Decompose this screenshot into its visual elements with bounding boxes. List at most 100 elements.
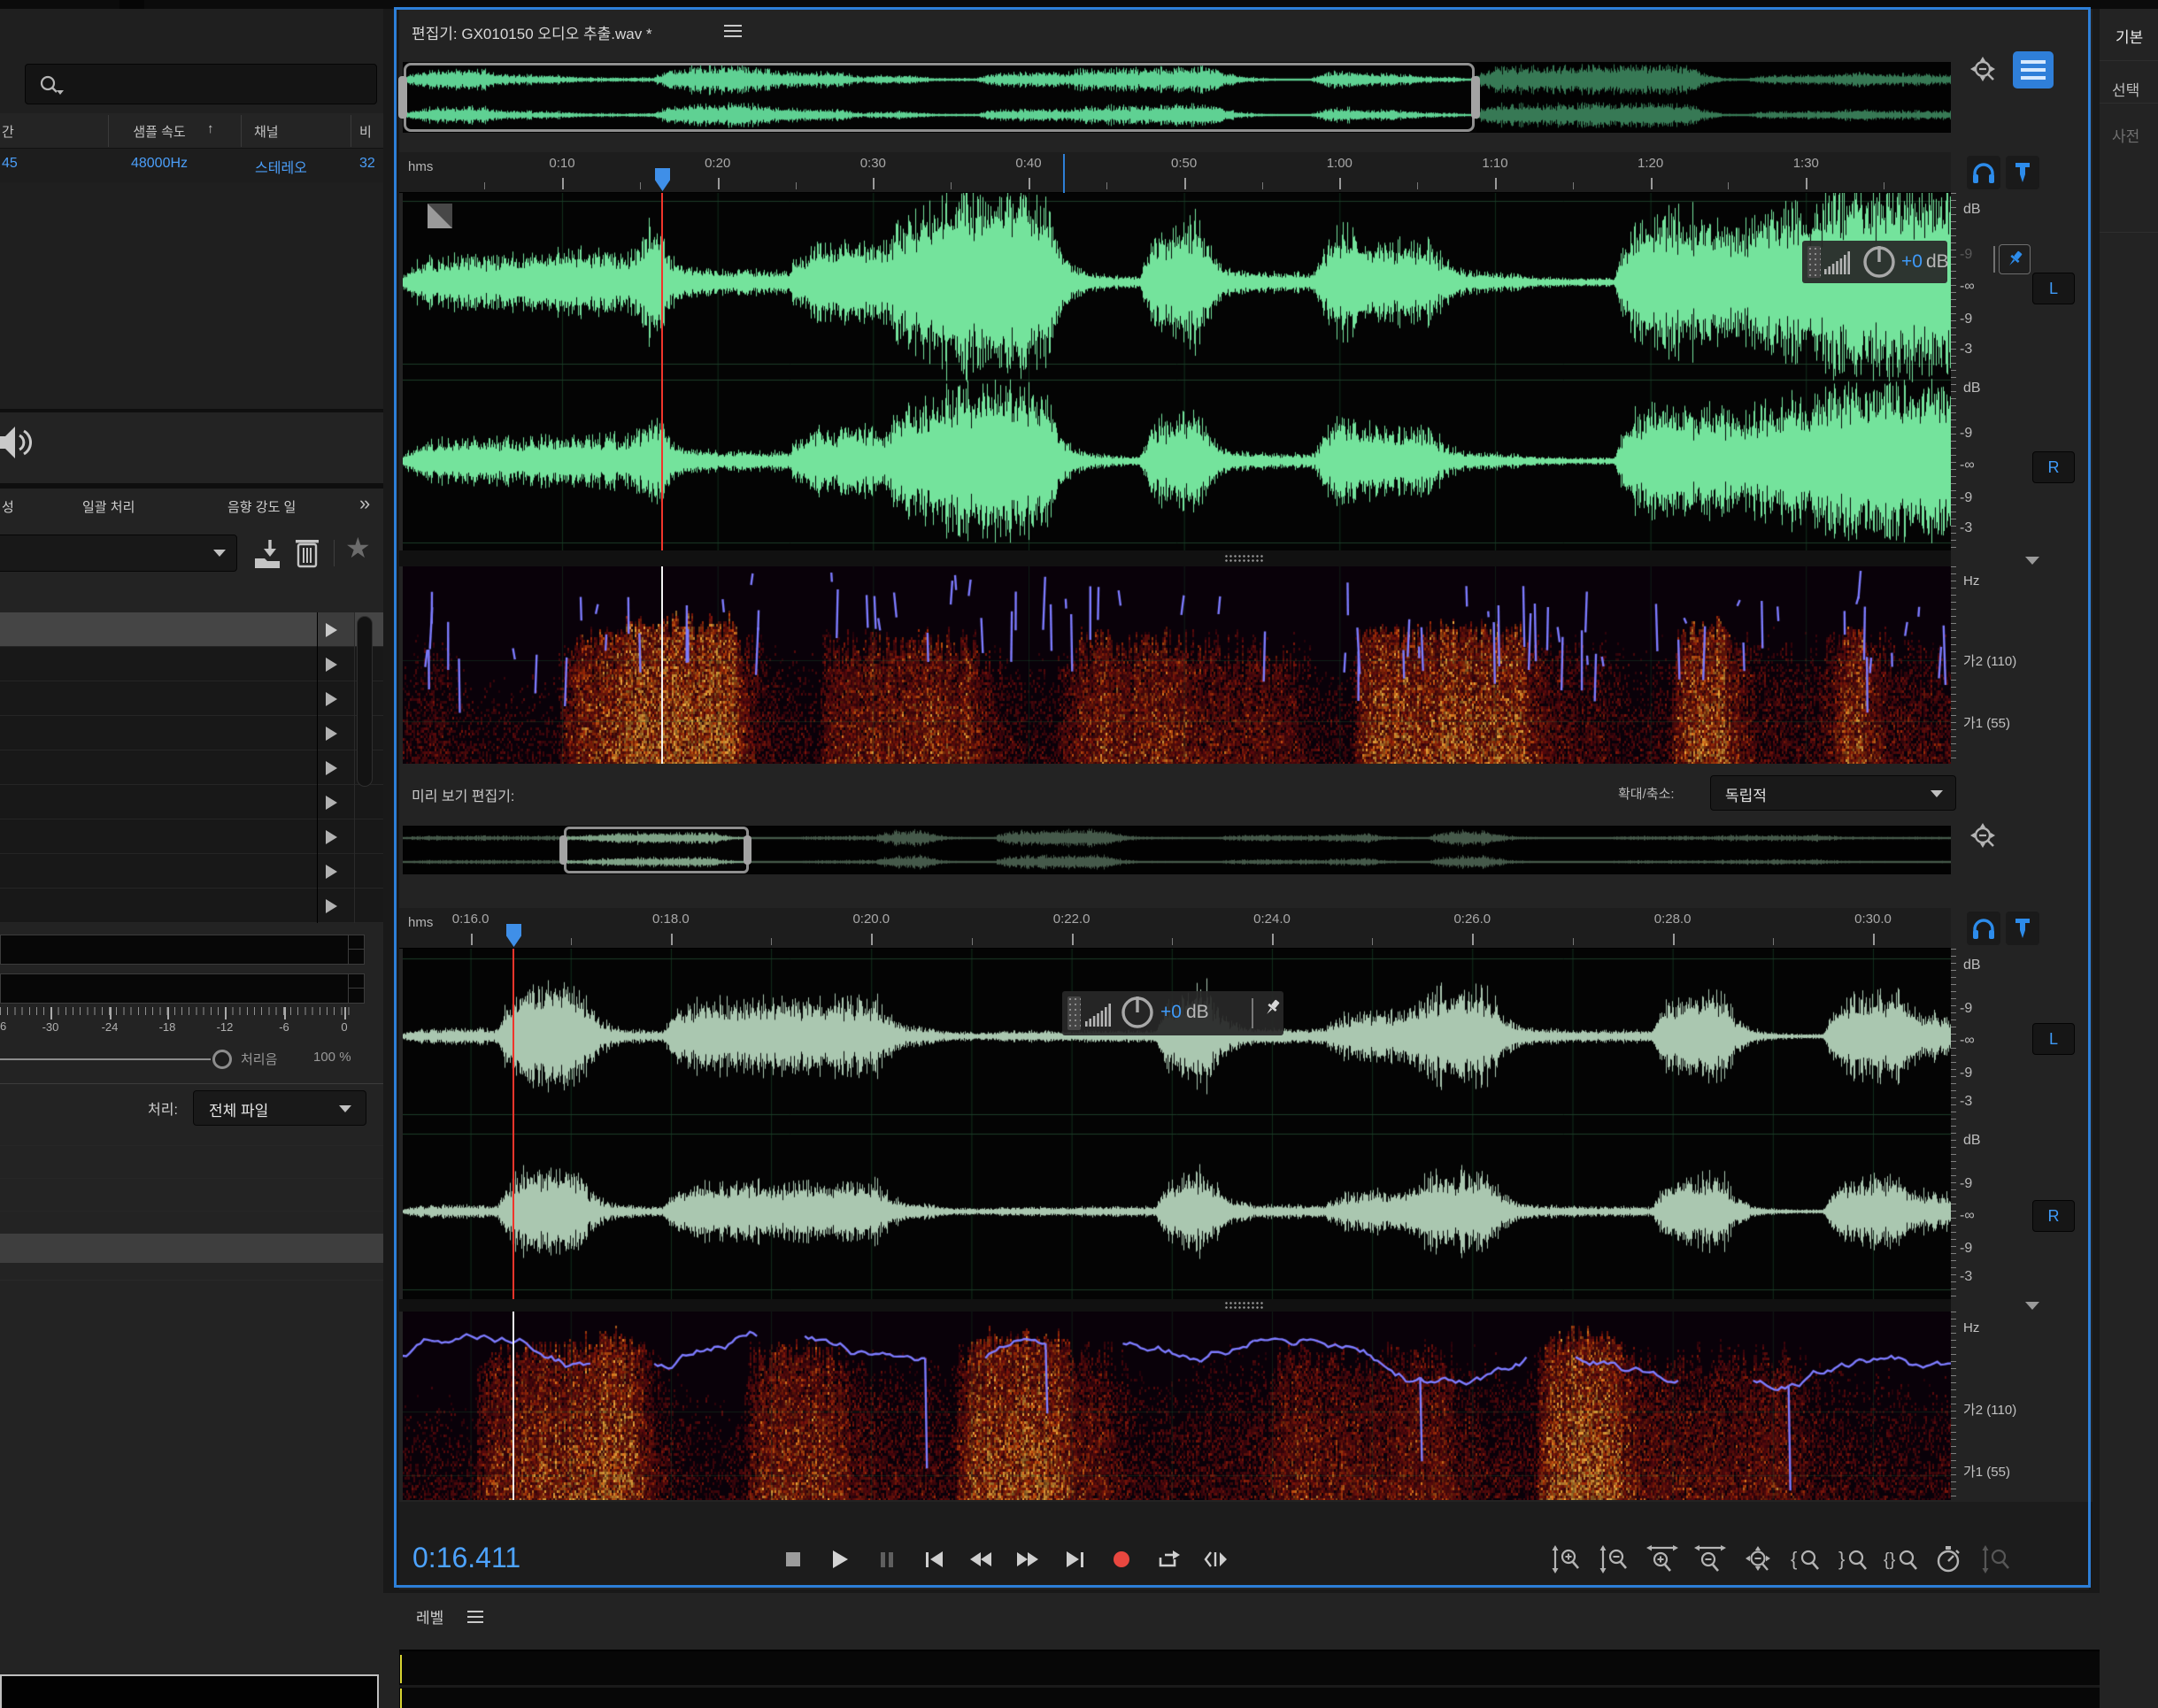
column-header-sample-rate[interactable]: 샘플 속도	[133, 125, 186, 140]
column-divider[interactable]	[108, 115, 109, 147]
zoom-full-icon[interactable]	[1967, 55, 2000, 88]
editor-layout-icon[interactable]	[2013, 51, 2054, 88]
selected-list-row[interactable]	[0, 612, 383, 647]
preview-playhead-marker[interactable]	[506, 924, 521, 947]
search-box[interactable]	[25, 64, 377, 104]
tab-match-loudness[interactable]: 음향 강도 일	[227, 500, 297, 515]
list-row[interactable]	[0, 889, 383, 923]
rail-section-selection[interactable]: 선택	[2112, 82, 2140, 99]
column-header-bit-depth[interactable]: 비	[359, 125, 372, 140]
play-icon[interactable]	[326, 761, 337, 775]
preview-selection-handle-right[interactable]	[744, 835, 751, 865]
main-spectrogram[interactable]	[403, 566, 1951, 764]
gain-knob-icon[interactable]	[1861, 242, 1898, 280]
preview-timeline-ruler[interactable]	[399, 908, 1951, 949]
play-icon[interactable]	[326, 658, 337, 672]
hud-pin-button[interactable]	[1999, 244, 2031, 274]
play-icon[interactable]	[326, 899, 337, 913]
skip-selection-button[interactable]	[1198, 1542, 1233, 1577]
mix-slider-track[interactable]	[0, 1058, 211, 1060]
preview-overview-waveform[interactable]	[403, 826, 1951, 874]
scale-menu-arrow-icon[interactable]	[2025, 557, 2039, 565]
save-preset-icon[interactable]	[250, 536, 284, 570]
hud-gain-value[interactable]: +0	[1160, 1002, 1182, 1022]
tab-overflow-chevrons-icon[interactable]: »	[359, 492, 371, 514]
skip-to-start-button[interactable]	[916, 1542, 952, 1577]
overview-selection-box[interactable]	[404, 63, 1475, 132]
zoom-to-selection-button[interactable]: {}	[1884, 1542, 1919, 1577]
panel-menu-icon[interactable]	[724, 25, 742, 37]
rewind-button[interactable]	[963, 1542, 998, 1577]
hud-grip-handle[interactable]	[1067, 996, 1081, 1030]
channel-right-button[interactable]: R	[2032, 1200, 2075, 1232]
channel-left-button[interactable]: L	[2032, 1023, 2075, 1055]
gain-knob-icon[interactable]	[1119, 993, 1156, 1030]
play-icon[interactable]	[326, 692, 337, 706]
panel-menu-icon[interactable]	[467, 1611, 483, 1623]
monitor-headphone-button[interactable]	[1967, 912, 2000, 945]
record-button[interactable]	[1104, 1542, 1139, 1577]
normalize-widget-icon[interactable]	[428, 204, 452, 228]
skip-to-end-button[interactable]	[1057, 1542, 1092, 1577]
preview-selection-box[interactable]	[564, 827, 749, 873]
zoom-to-out-point-button[interactable]: }	[1836, 1542, 1871, 1577]
lane-splitter[interactable]	[399, 1299, 1951, 1312]
splitter-grip-dots[interactable]	[1224, 1301, 1265, 1310]
splitter-grip-dots[interactable]	[1224, 554, 1265, 563]
rail-section-preset[interactable]: 사전	[2112, 128, 2140, 145]
overview-waveform[interactable]	[403, 62, 1951, 133]
list-row[interactable]	[0, 750, 383, 785]
play-icon[interactable]	[326, 865, 337, 879]
play-icon[interactable]	[326, 796, 337, 810]
loop-playback-button[interactable]	[1151, 1542, 1186, 1577]
selected-list-row[interactable]	[0, 1234, 383, 1263]
column-header-duration[interactable]: 간	[2, 125, 14, 140]
zoom-in-vertical-button[interactable]	[1549, 1542, 1584, 1577]
zoom-out-vertical-button[interactable]	[1597, 1542, 1632, 1577]
fast-forward-button[interactable]	[1010, 1542, 1045, 1577]
speaker-icon[interactable]	[0, 423, 39, 462]
zoom-full-icon[interactable]	[1967, 821, 2000, 855]
list-row[interactable]	[0, 647, 383, 681]
hud-pin-icon[interactable]	[1260, 996, 1283, 1023]
zoom-out-horizontal-button[interactable]	[1692, 1542, 1728, 1577]
zoom-to-in-point-button[interactable]: {	[1788, 1542, 1823, 1577]
main-waveform[interactable]	[403, 193, 1951, 550]
process-dropdown[interactable]: 전체 파일	[193, 1090, 366, 1126]
tab-batch-process[interactable]: 일괄 처리	[82, 500, 135, 515]
pause-button[interactable]	[869, 1542, 905, 1577]
playhead-marker[interactable]	[655, 168, 670, 191]
preview-spectrogram[interactable]	[403, 1312, 1951, 1500]
play-icon[interactable]	[326, 830, 337, 844]
play-icon[interactable]	[326, 623, 337, 637]
current-time-display[interactable]: 0:16.411	[412, 1542, 521, 1573]
lane-splitter[interactable]	[399, 550, 1951, 566]
list-row[interactable]	[0, 819, 383, 854]
pin-marker-button[interactable]	[2006, 156, 2039, 189]
play-button[interactable]	[822, 1542, 858, 1577]
rail-section-basic[interactable]: 기본	[2116, 29, 2144, 46]
delete-preset-icon[interactable]	[292, 536, 322, 570]
list-row[interactable]	[0, 854, 383, 889]
zoom-in-horizontal-button[interactable]	[1645, 1542, 1680, 1577]
scrollbar-thumb[interactable]	[357, 616, 373, 787]
timer-button[interactable]	[1931, 1542, 1967, 1577]
list-row[interactable]	[0, 681, 383, 716]
overview-selection-handle-right[interactable]	[1471, 76, 1480, 119]
zoom-mode-dropdown[interactable]: 독립적	[1710, 775, 1956, 811]
channel-left-button[interactable]: L	[2032, 273, 2075, 304]
column-header-channels[interactable]: 채널	[254, 125, 279, 140]
preview-selection-handle-left[interactable]	[559, 835, 567, 865]
play-icon[interactable]	[326, 727, 337, 741]
preset-dropdown[interactable]	[0, 535, 237, 572]
zoom-reset-button[interactable]	[1740, 1542, 1776, 1577]
channel-right-button[interactable]: R	[2032, 451, 2075, 483]
search-input[interactable]	[72, 70, 367, 98]
overview-selection-handle-left[interactable]	[398, 76, 407, 119]
pin-marker-button[interactable]	[2006, 912, 2039, 945]
tab-partial[interactable]: 성	[2, 500, 14, 515]
hud-grip-handle[interactable]	[1807, 246, 1821, 278]
file-row[interactable]	[0, 149, 383, 182]
mix-slider-knob[interactable]	[212, 1050, 232, 1069]
stop-button[interactable]	[775, 1542, 811, 1577]
